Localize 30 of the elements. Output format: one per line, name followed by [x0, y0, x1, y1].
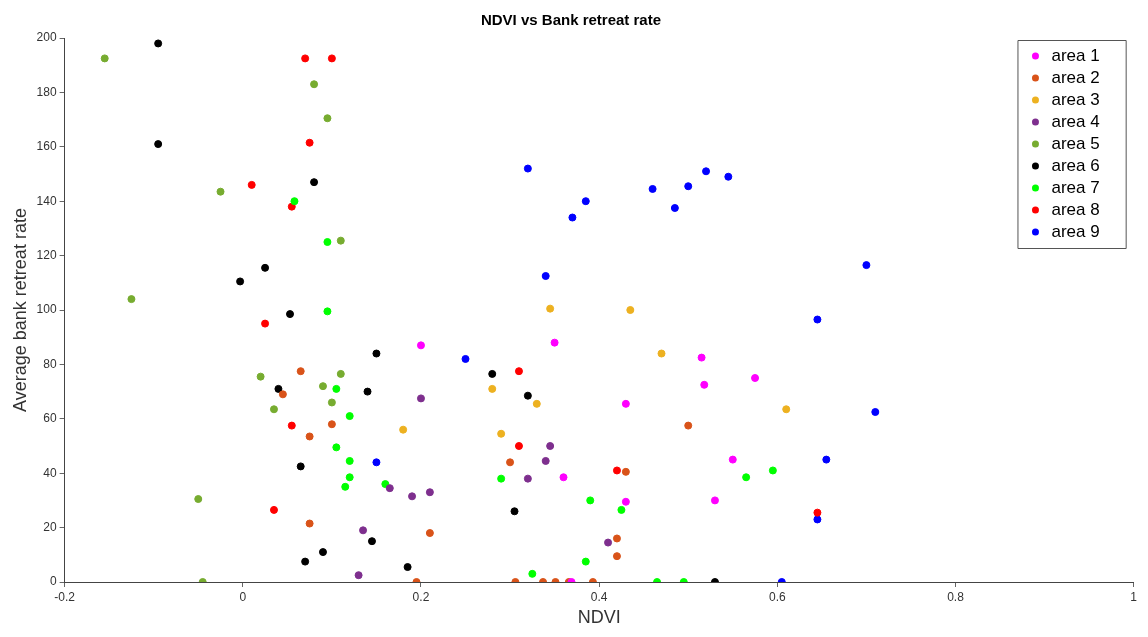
y-tick-label: 100	[36, 302, 57, 317]
x-axis-title: NDVI	[577, 607, 621, 628]
legend-label: area 6	[1051, 155, 1100, 175]
legend-label: area 2	[1051, 67, 1100, 87]
x-tick-label: 1	[1130, 589, 1138, 604]
legend-label: area 4	[1051, 111, 1100, 131]
x-tick-label: 0.2	[412, 589, 430, 604]
legend-label: area 1	[1051, 45, 1100, 65]
y-axis-title: Average bank retreat rate	[9, 208, 30, 412]
y-tick-label: 60	[43, 411, 57, 426]
y-tick-label: 120	[36, 247, 57, 262]
x-tick-label: 0	[239, 589, 247, 604]
y-tick-label: 80	[43, 356, 57, 371]
legend-label: area 5	[1051, 133, 1100, 153]
chart-title: NDVI vs Bank retreat rate	[480, 11, 662, 29]
legend-label: area 3	[1051, 89, 1100, 109]
x-tick-label: -0.2	[54, 589, 76, 604]
y-tick-label: 20	[43, 519, 57, 534]
x-tick-label: 0.8	[947, 589, 965, 604]
legend-label: area 9	[1051, 221, 1100, 241]
y-tick-label: 140	[36, 193, 57, 208]
legend-label: area 7	[1051, 177, 1100, 197]
y-tick-label: 200	[36, 30, 57, 45]
x-tick-label: 0.6	[768, 589, 786, 604]
legend-label: area 8	[1051, 199, 1100, 219]
y-tick-label: 40	[43, 465, 57, 480]
y-tick-label: 0	[49, 574, 57, 589]
y-tick-label: 180	[36, 84, 57, 99]
x-tick-label: 0.4	[590, 589, 608, 604]
y-tick-label: 160	[36, 139, 57, 154]
